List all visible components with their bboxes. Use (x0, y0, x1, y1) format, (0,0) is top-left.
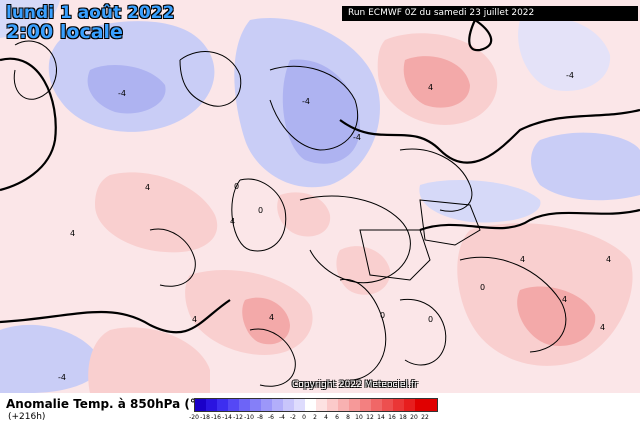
legend-swatch (393, 399, 404, 411)
legend-label: -8 (257, 414, 263, 421)
contour-label: -4 (302, 97, 310, 106)
legend-label: 20 (410, 414, 418, 421)
variable-title: Anomalie Temp. à 850hPa (°C) (6, 397, 211, 411)
contour-label: 4 (70, 229, 75, 238)
legend-label: 18 (399, 414, 407, 421)
contour-label: -4 (353, 133, 361, 142)
legend-swatch (217, 399, 228, 411)
model-run-label: Run ECMWF 0Z du samedi 23 juillet 2022 (342, 6, 638, 21)
legend-label: -6 (268, 414, 274, 421)
contour-label: 0 (428, 315, 433, 324)
contour-label: 4 (269, 313, 274, 322)
contour-label: 4 (230, 217, 235, 226)
contour-label: -4 (118, 89, 126, 98)
legend-swatch (239, 399, 250, 411)
legend-swatch (316, 399, 327, 411)
contour-label: 4 (562, 295, 567, 304)
legend-swatch (349, 399, 360, 411)
legend-label: 12 (366, 414, 374, 421)
legend-swatch (294, 399, 305, 411)
contour-label: -4 (566, 71, 574, 80)
legend-label: -12 (233, 414, 243, 421)
legend-swatch (338, 399, 349, 411)
contour-labels: 0 -4 -4 -4 4 4 4 -4 0 0 4 4 4 4 0 0 4 -4… (58, 71, 611, 382)
cold-anomaly-areas (0, 0, 640, 393)
anomaly-map: 0 -4 -4 -4 4 4 4 -4 0 0 4 4 4 4 0 0 4 -4… (0, 0, 640, 393)
legend-footer: Anomalie Temp. à 850hPa (°C) (+216h) -20… (0, 393, 640, 427)
color-scale-legend: -20 -18 -16 -14 -12 -10 -8 -6 -4 -2 0 2 4 6 8 10 12 14 16 1… (189, 398, 438, 424)
contour-label: 4 (600, 323, 605, 332)
contour-label: 0 (234, 182, 239, 191)
contour-label: 4 (192, 315, 197, 324)
legend-label: -14 (222, 414, 232, 421)
legend-label: 16 (388, 414, 396, 421)
contour-label: 4 (606, 255, 611, 264)
legend-label: -4 (279, 414, 285, 421)
legend-swatch (360, 399, 371, 411)
legend-swatch (261, 399, 272, 411)
forecast-time: 2:00 locale (6, 21, 123, 43)
coastlines (13, 40, 567, 387)
legend-label: -10 (244, 414, 254, 421)
lead-time: (+216h) (8, 412, 46, 422)
legend-label: -2 (290, 414, 296, 421)
legend-label: 14 (377, 414, 385, 421)
anomaly-contours (0, 19, 640, 334)
legend-label: -18 (200, 414, 210, 421)
legend-swatch (195, 399, 206, 411)
contour-label: 4 (428, 83, 433, 92)
color-scale-labels: -20 -18 -16 -14 -12 -10 -8 -6 -4 -2 0 2 4 6 8 10 12 14 16 1… (189, 414, 438, 424)
legend-label: 2 (313, 414, 317, 421)
legend-label: -16 (211, 414, 221, 421)
legend-swatch (272, 399, 283, 411)
legend-swatch (426, 399, 437, 411)
forecast-date: lundi 1 août 2022 (6, 3, 175, 23)
contour-label: 0 (258, 206, 263, 215)
legend-swatch (305, 399, 316, 411)
legend-swatch (327, 399, 338, 411)
warm-anomaly-areas (88, 33, 633, 393)
legend-swatch (404, 399, 415, 411)
legend-label: -20 (189, 414, 199, 421)
contour-label: 0 (480, 283, 485, 292)
forecast-date-title: lundi 1 août 2022 2:00 locale (6, 4, 174, 42)
legend-label: 6 (335, 414, 339, 421)
legend-swatch (228, 399, 239, 411)
contour-label: 0 (380, 311, 385, 320)
contour-label: 4 (145, 183, 150, 192)
legend-swatch (206, 399, 217, 411)
legend-label: 22 (421, 414, 429, 421)
contour-label: 4 (520, 255, 525, 264)
legend-swatch (382, 399, 393, 411)
legend-label: 10 (355, 414, 363, 421)
legend-label: 0 (302, 414, 306, 421)
legend-swatch (283, 399, 294, 411)
legend-swatch (371, 399, 382, 411)
legend-swatch (415, 399, 426, 411)
contour-label: -4 (58, 373, 66, 382)
legend-label: 4 (324, 414, 328, 421)
legend-label: 8 (346, 414, 350, 421)
color-scale-bar (194, 398, 438, 412)
legend-swatch (250, 399, 261, 411)
copyright-text: Copyright 2022 Meteociel.fr (292, 380, 418, 390)
